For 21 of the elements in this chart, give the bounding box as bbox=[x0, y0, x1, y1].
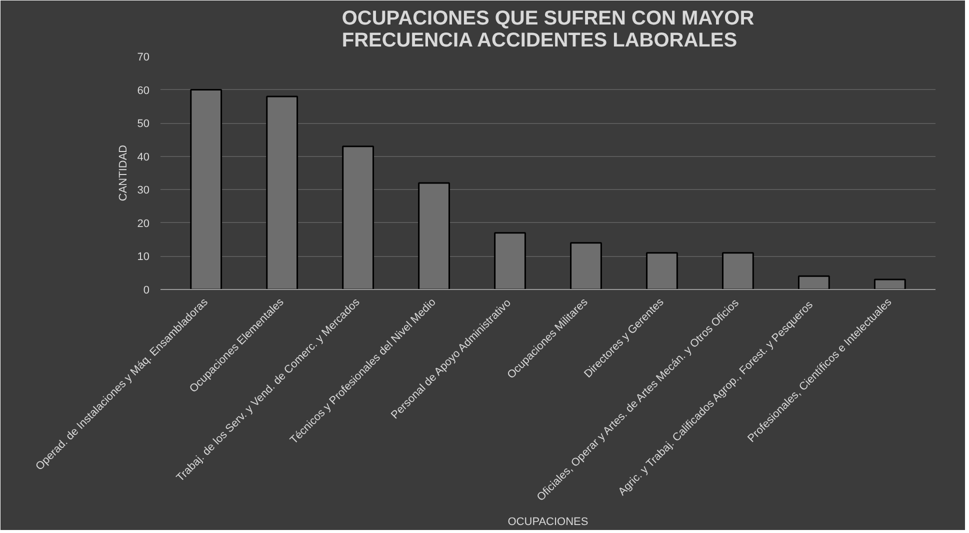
bar bbox=[342, 146, 374, 290]
y-axis-title: CANTIDAD bbox=[117, 144, 130, 202]
bar bbox=[570, 242, 602, 290]
bar bbox=[874, 278, 906, 290]
y-tick-label: 70 bbox=[137, 52, 150, 64]
bar bbox=[646, 252, 678, 290]
bar bbox=[722, 252, 754, 290]
y-tick-label: 40 bbox=[137, 151, 150, 164]
x-axis-title: OCUPACIONES bbox=[508, 516, 588, 528]
bar bbox=[266, 96, 298, 290]
bar bbox=[798, 275, 830, 290]
bar bbox=[190, 89, 222, 290]
y-tick-label: 20 bbox=[137, 218, 150, 230]
chart-title: OCUPACIONES QUE SUFREN CON MAYOR FRECUENCIA ACCIDENTES LABORALES bbox=[342, 8, 755, 52]
y-tick-label: 0 bbox=[143, 284, 150, 296]
y-tick-label: 10 bbox=[137, 251, 150, 264]
y-tick-label: 30 bbox=[137, 184, 150, 197]
bar bbox=[494, 232, 526, 290]
y-tick-label: 60 bbox=[137, 84, 150, 97]
bar bbox=[418, 182, 450, 290]
y-tick-label: 50 bbox=[137, 118, 150, 130]
